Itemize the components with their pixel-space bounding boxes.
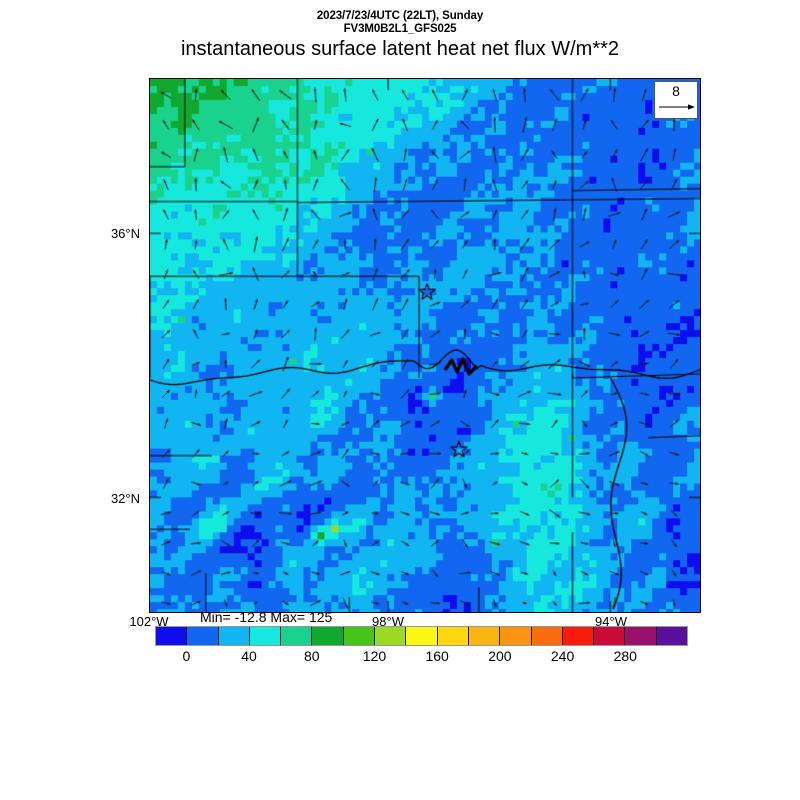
- colorbar-tick-label: 80: [303, 648, 320, 664]
- colorbar-tick-label: 120: [362, 648, 387, 664]
- colorbar-segment[interactable]: [249, 627, 282, 645]
- colorbar-segments[interactable]: [155, 626, 688, 646]
- lon-tick-94w: 94°W: [595, 614, 627, 629]
- right-arrow-icon: [659, 104, 695, 110]
- lon-tick-102w: 102°W: [129, 614, 169, 629]
- colorbar-tick-label: 160: [425, 648, 449, 664]
- colorbar-segment[interactable]: [625, 627, 657, 645]
- colorbar[interactable]: [155, 626, 688, 646]
- colorbar-segment[interactable]: [156, 627, 188, 645]
- colorbar-tick-label: 240: [550, 648, 575, 664]
- colorbar-segment[interactable]: [562, 627, 595, 645]
- page-title: instantaneous surface latent heat net fl…: [180, 38, 620, 60]
- colorbar-segment[interactable]: [218, 627, 250, 645]
- colorbar-segment[interactable]: [187, 627, 219, 645]
- minmax-statistics: Min= -12.8 Max= 125: [200, 609, 333, 625]
- colorbar-segment[interactable]: [594, 627, 626, 645]
- colorbar-segment[interactable]: [656, 627, 688, 645]
- vector-key-label: 8: [672, 83, 680, 99]
- lat-tick-36n: 36°N: [110, 226, 140, 241]
- colorbar-tick-label: 40: [241, 648, 257, 664]
- colorbar-segment[interactable]: [406, 627, 438, 645]
- colorbar-tick-label: 280: [613, 648, 637, 664]
- vector-key-box: 8: [654, 81, 698, 119]
- colorbar-segment[interactable]: [343, 627, 376, 645]
- lat-tick-32n: 32°N: [110, 491, 140, 506]
- lon-tick-98w: 98°W: [372, 614, 404, 629]
- map-plot-area[interactable]: 8: [149, 78, 701, 613]
- colorbar-tick-label: 200: [488, 648, 512, 664]
- model-subtitle: FV3M0B2L1_GFS025: [343, 23, 457, 35]
- heatmap-canvas: [150, 79, 700, 612]
- colorbar-segment[interactable]: [312, 627, 344, 645]
- colorbar-segment[interactable]: [500, 627, 532, 645]
- colorbar-segment[interactable]: [375, 627, 407, 645]
- colorbar-segment[interactable]: [281, 627, 313, 645]
- title-block: 2023/7/23/4UTC (22LT), Sunday FV3M0B2L1_…: [0, 10, 800, 61]
- date-subtitle: 2023/7/23/4UTC (22LT), Sunday: [316, 10, 484, 22]
- colorbar-segment[interactable]: [531, 627, 563, 645]
- colorbar-segment[interactable]: [437, 627, 469, 645]
- colorbar-segment[interactable]: [468, 627, 501, 645]
- colorbar-tick-label: 0: [182, 648, 191, 664]
